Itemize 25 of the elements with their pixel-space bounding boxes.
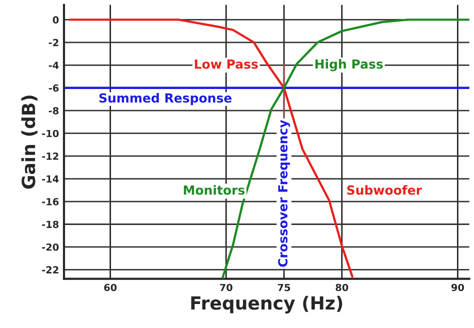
x-axis-title: Frequency (Hz) xyxy=(191,296,342,314)
y-tick-label: -20 xyxy=(42,243,59,251)
x-tick-label: 90 xyxy=(451,284,464,292)
x-tick-label: 80 xyxy=(336,284,348,292)
y-tick-label: -22 xyxy=(42,266,58,274)
ref-line-label: Summed Response xyxy=(99,92,232,106)
y-tick-label: -6 xyxy=(48,84,59,92)
y-tick-label: -8 xyxy=(48,107,59,114)
x-tick-label: 70 xyxy=(220,284,232,292)
ref-line-label: Crossover Frequency xyxy=(278,120,290,267)
x-tick-label: 60 xyxy=(104,284,117,292)
x-tick-label: 75 xyxy=(278,284,290,292)
y-tick-label: -4 xyxy=(48,62,59,69)
y-axis-title: Gain (dB) xyxy=(21,96,38,189)
series-label: High Pass xyxy=(315,59,383,72)
y-tick-label: -10 xyxy=(42,130,59,138)
y-tick-label: 0 xyxy=(52,16,59,24)
y-tick-label: -18 xyxy=(42,220,59,228)
annotation: Subwoofer xyxy=(347,185,422,195)
y-tick-label: -16 xyxy=(42,198,59,206)
y-tick-label: -14 xyxy=(42,175,59,182)
annotation: Monitors xyxy=(184,185,245,195)
y-tick-label: -2 xyxy=(48,38,58,46)
y-tick-label: -12 xyxy=(42,152,58,160)
series-label: Low Pass xyxy=(194,59,258,69)
